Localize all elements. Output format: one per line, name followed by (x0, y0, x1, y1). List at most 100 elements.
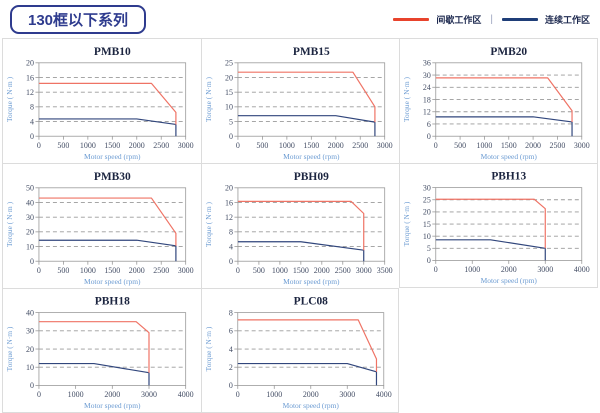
x-tick-label: 500 (253, 266, 265, 275)
x-tick-label: 0 (434, 265, 438, 274)
x-tick-label: 1000 (68, 390, 84, 399)
x-tick-label: 2500 (352, 141, 368, 150)
x-axis-label: Motor speed (rpm) (481, 152, 538, 161)
x-tick-label: 1000 (266, 390, 282, 399)
x-tick-label: 3000 (178, 141, 194, 150)
y-tick-label: 2 (228, 363, 232, 372)
x-tick-label: 1000 (272, 266, 288, 275)
series-title: 130框以下系列 (28, 11, 129, 29)
x-tick-label: 2500 (153, 141, 169, 150)
continuous-zone-line (38, 118, 177, 137)
y-axis-label: Torque ( N·m ) (402, 201, 411, 246)
continuous-zone-line (436, 239, 547, 261)
intermittent-zone-line (38, 82, 177, 125)
y-tick-label: 4 (229, 242, 233, 251)
x-tick-label: 500 (454, 141, 466, 150)
x-tick-label: 4000 (376, 390, 392, 399)
x-tick-label: 2000 (501, 265, 517, 274)
y-tick-label: 5 (229, 117, 233, 126)
x-tick-label: 3000 (376, 141, 392, 150)
y-tick-label: 40 (26, 308, 34, 317)
y-tick-label: 0 (427, 132, 431, 141)
x-tick-label: 3000 (538, 265, 554, 274)
x-tick-label: 3000 (355, 266, 371, 275)
x-axis-label: Motor speed (rpm) (84, 277, 141, 286)
y-tick-label: 50 (26, 184, 34, 193)
plot-border (38, 62, 187, 137)
x-axis-label: Motor speed (rpm) (84, 152, 141, 161)
y-tick-label: 6 (228, 327, 232, 336)
y-tick-label: 10 (26, 363, 34, 372)
x-tick-label: 4000 (574, 265, 590, 274)
plot-border (38, 187, 187, 262)
y-axis-label: Torque ( N·m ) (204, 201, 213, 247)
x-tick-label: 3000 (178, 266, 194, 275)
y-axis-label: Torque ( N·m ) (402, 76, 411, 122)
chart-PBH13: PBH13 0 5 10 15 20 25 30 0 1000 2000 3000 4000 Motor … (402, 171, 590, 285)
x-tick-label: 1500 (104, 266, 120, 275)
x-axis-label: Motor speed (rpm) (282, 401, 339, 410)
chart-title: PBH18 (95, 296, 130, 308)
x-tick-label: 1000 (477, 141, 493, 150)
y-tick-label: 0 (30, 381, 34, 390)
x-tick-label: 2000 (313, 266, 329, 275)
y-tick-label: 25 (225, 59, 233, 68)
x-tick-label: 0 (37, 266, 41, 275)
y-tick-label: 8 (30, 103, 34, 112)
x-tick-label: 2000 (104, 390, 120, 399)
continuous-zone-line (38, 239, 177, 262)
y-tick-label: 12 (225, 213, 233, 222)
chart-cell-PBH18: PBH18 0 10 20 30 40 0 1000 2000 3000 4000 Motor spe… (2, 288, 201, 413)
chart-cell-PMB20: PMB20 0 6 12 18 24 30 36 0 500 1000 1500 2000 2500 300… (399, 38, 598, 163)
intermittent-zone-line (237, 200, 364, 251)
header: 130框以下系列 间歇工作区 | 连续工作区 (0, 0, 600, 38)
chart-title: PMB30 (94, 171, 131, 183)
chart-title: PMB15 (292, 46, 329, 58)
x-tick-label: 0 (235, 390, 239, 399)
x-tick-label: 1000 (80, 266, 96, 275)
y-tick-label: 40 (26, 198, 34, 207)
y-tick-label: 8 (228, 308, 232, 317)
chart-title: PLC08 (293, 296, 328, 308)
y-tick-label: 30 (423, 183, 431, 192)
y-axis-label: Torque ( N·m ) (204, 76, 213, 122)
y-tick-label: 16 (225, 198, 233, 207)
x-tick-label: 1000 (279, 141, 295, 150)
y-tick-label: 0 (228, 381, 232, 390)
continuous-zone-line (237, 362, 377, 386)
y-tick-label: 0 (427, 256, 431, 265)
x-tick-label: 500 (57, 141, 69, 150)
x-axis-label: Motor speed (rpm) (84, 401, 141, 410)
y-tick-label: 30 (26, 213, 34, 222)
intermittent-zone-line (38, 321, 150, 373)
legend-label-intermittent: 间歇工作区 (436, 14, 482, 25)
chart-cell-PMB15: PMB15 0 5 10 15 20 25 0 500 1000 1500 2000 2500 3000 M… (200, 38, 400, 163)
x-tick-label: 1500 (501, 141, 517, 150)
intermittent-zone-line-icon (393, 17, 430, 21)
y-tick-label: 24 (423, 83, 431, 92)
x-tick-label: 3500 (376, 266, 392, 275)
x-tick-label: 1000 (80, 141, 96, 150)
intermittent-zone-line (38, 197, 177, 246)
y-axis-label: Torque ( N·m ) (5, 76, 14, 122)
chart-cell-PLC08: PLC08 0 2 4 6 8 0 1000 2000 3000 4000 Motor speed (… (200, 288, 400, 413)
y-tick-label: 20 (26, 59, 34, 68)
y-tick-label: 4 (228, 345, 232, 354)
intermittent-zone-line (436, 198, 547, 249)
y-tick-label: 20 (423, 208, 431, 217)
x-tick-label: 0 (37, 141, 41, 150)
chart-cell-PMB30: PMB30 0 10 20 30 40 50 0 500 1000 1500 2000 2500 3000… (2, 163, 201, 288)
intermittent-zone-line (436, 77, 573, 122)
x-tick-label: 0 (434, 141, 438, 150)
x-tick-label: 1500 (104, 141, 120, 150)
chart-cell-PMB10: PMB10 0 4 8 12 16 20 0 500 1000 1500 2000 2500 3000 Mo… (2, 38, 201, 163)
y-tick-label: 8 (229, 228, 233, 237)
y-tick-label: 4 (30, 117, 34, 126)
x-tick-label: 3000 (141, 390, 157, 399)
x-tick-label: 0 (236, 141, 240, 150)
y-tick-label: 25 (423, 196, 431, 205)
y-tick-label: 20 (225, 184, 233, 193)
y-tick-label: 12 (423, 108, 431, 117)
x-tick-label: 2000 (302, 390, 318, 399)
